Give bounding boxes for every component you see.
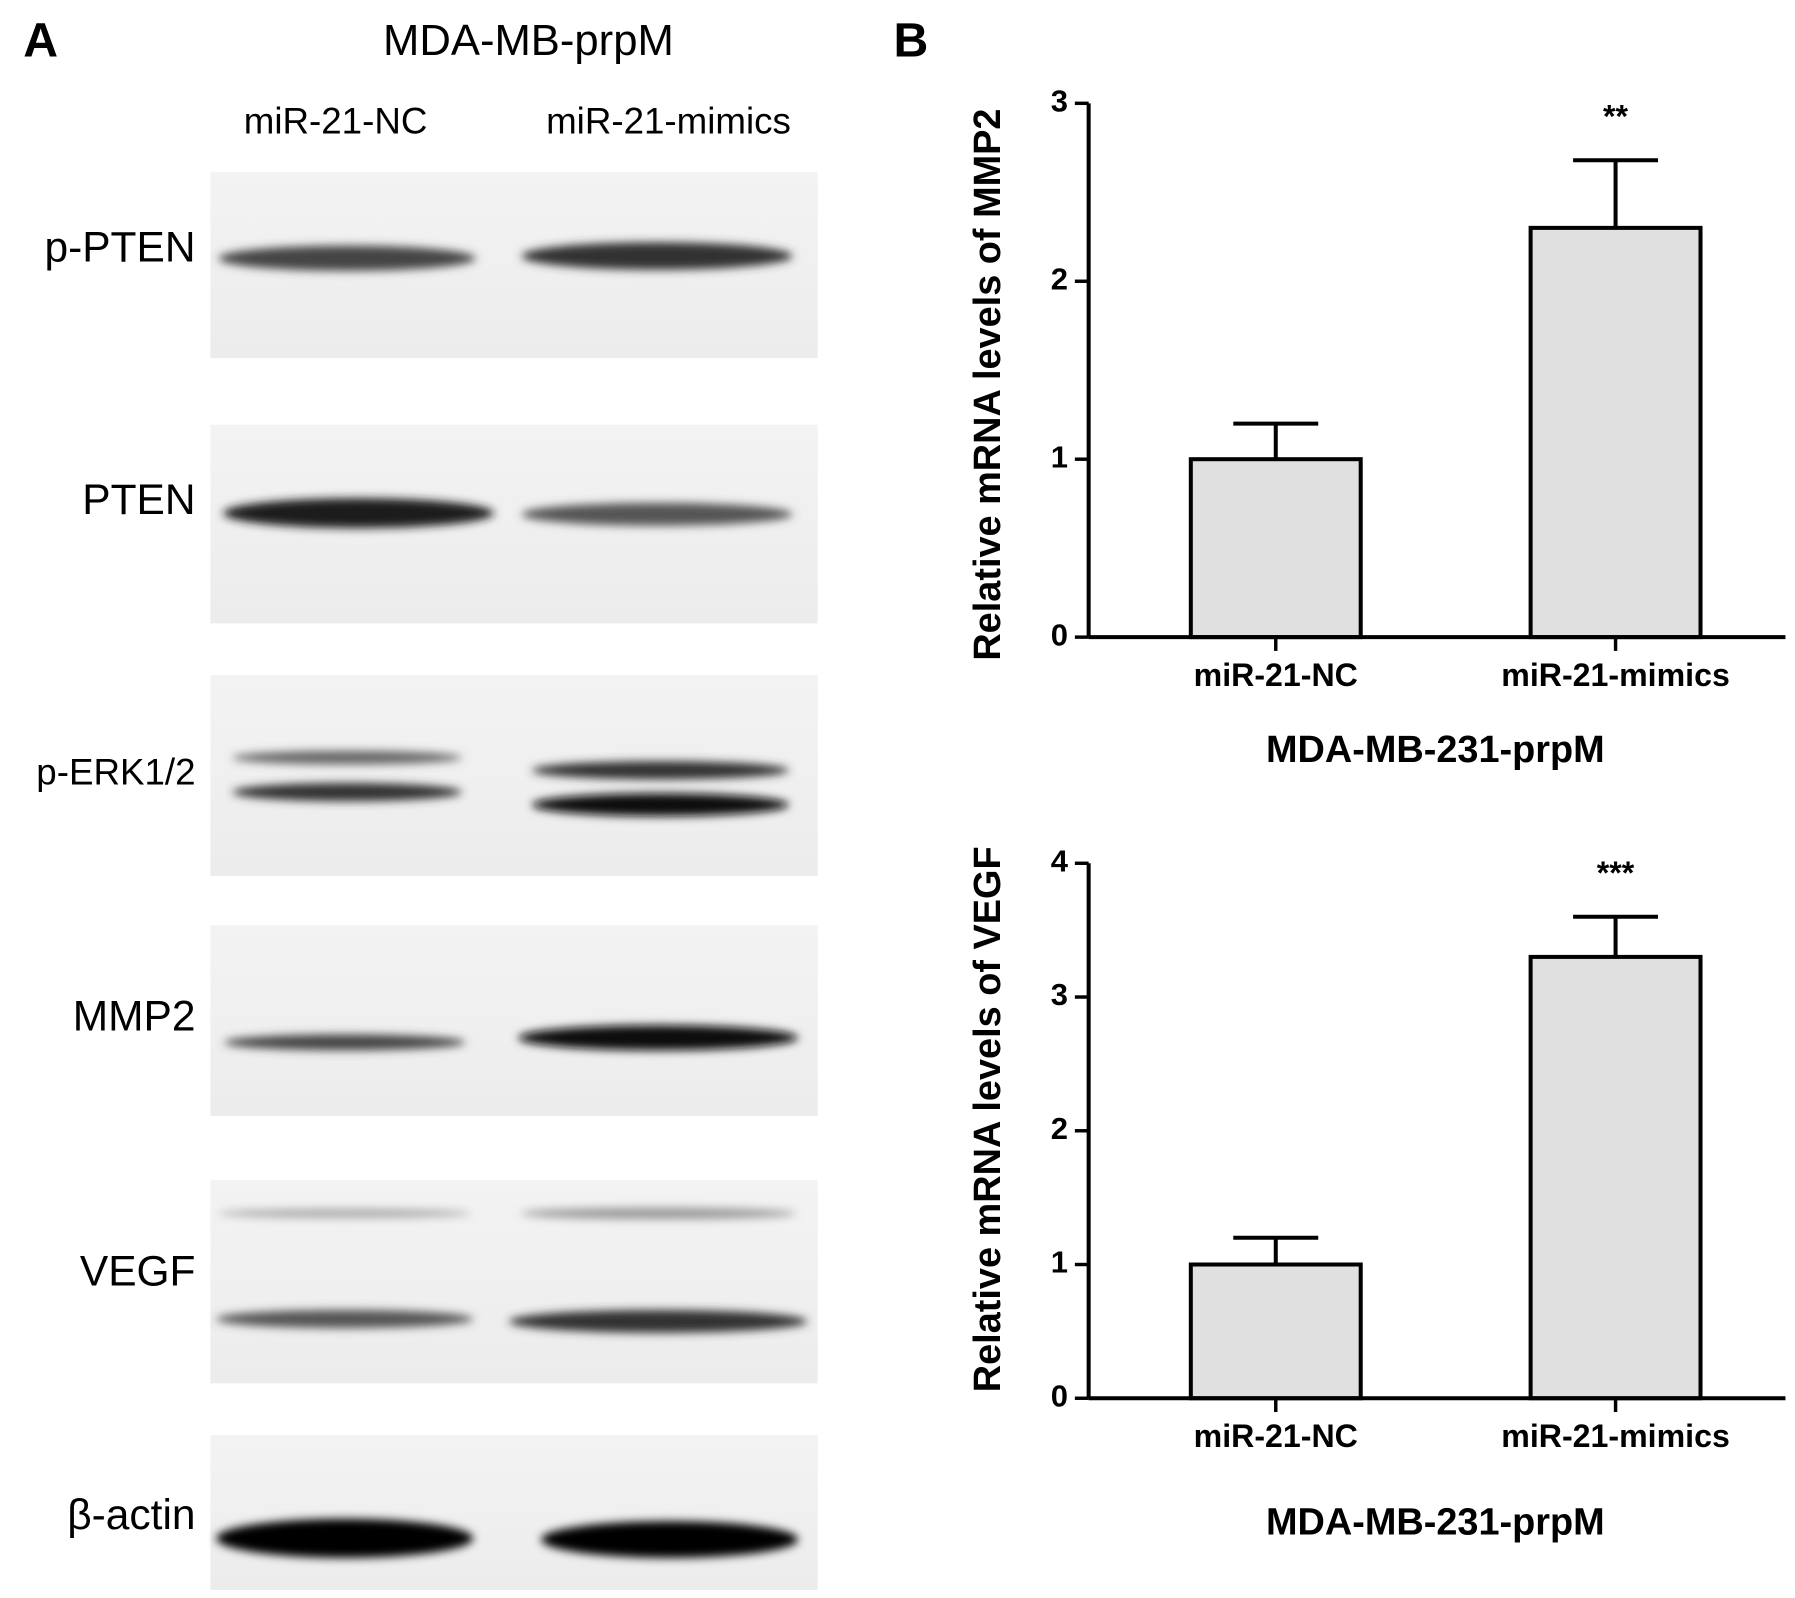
lane-label: miR-21-mimics — [546, 101, 791, 142]
y-tick-label: 2 — [1051, 261, 1068, 296]
y-tick-label: 1 — [1051, 439, 1068, 474]
protein-label: p-PTEN — [44, 223, 195, 270]
significance: ** — [1603, 98, 1629, 134]
panel-label: A — [23, 13, 58, 67]
x-tick-label: miR-21-NC — [1194, 1418, 1358, 1454]
y-axis-label: Relative mRNA levels of VEGF — [967, 846, 1009, 1392]
x-tick-label: miR-21-mimics — [1501, 1418, 1730, 1454]
significance: *** — [1597, 855, 1635, 891]
x-axis-label: MDA-MB-231-prpM — [1266, 1502, 1605, 1544]
y-tick-label: 0 — [1051, 1378, 1068, 1413]
y-tick-label: 3 — [1051, 84, 1068, 119]
y-axis-label: Relative mRNA levels of MMP2 — [967, 108, 1009, 660]
protein-label: VEGF — [80, 1247, 196, 1294]
bar — [1188, 457, 1363, 640]
y-tick-label: 4 — [1051, 843, 1069, 878]
y-tick-label: 3 — [1051, 977, 1068, 1012]
bar — [1528, 954, 1703, 1401]
protein-label: p-ERK1/2 — [36, 752, 195, 793]
y-tick-label: 1 — [1051, 1245, 1068, 1280]
protein-label: β-actin — [67, 1491, 195, 1538]
y-tick-label: 0 — [1051, 617, 1068, 652]
x-tick-label: miR-21-mimics — [1501, 657, 1730, 693]
lane-label: miR-21-NC — [244, 101, 428, 142]
bar — [1528, 225, 1703, 640]
blot-title: MDA-MB-prpM — [383, 17, 674, 65]
y-tick-label: 2 — [1051, 1111, 1068, 1146]
protein-label: PTEN — [82, 476, 195, 523]
x-tick-label: miR-21-NC — [1194, 657, 1358, 693]
blot-strips — [210, 172, 818, 1590]
protein-label: MMP2 — [73, 993, 196, 1040]
panel-label: B — [893, 13, 928, 67]
x-axis-label: MDA-MB-231-prpM — [1266, 729, 1605, 771]
bar — [1188, 1262, 1363, 1401]
blot-bands — [216, 242, 808, 1558]
